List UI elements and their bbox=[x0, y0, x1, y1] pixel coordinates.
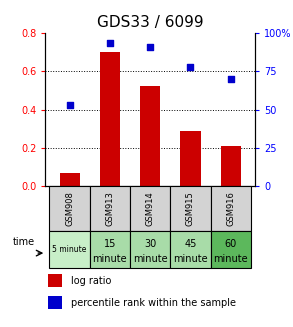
Text: 30: 30 bbox=[144, 239, 156, 249]
Bar bbox=[170, 186, 211, 231]
Bar bbox=[50, 186, 90, 231]
Point bbox=[188, 64, 193, 69]
Bar bbox=[130, 231, 170, 268]
Bar bbox=[90, 231, 130, 268]
Bar bbox=[47, 274, 62, 287]
Bar bbox=[130, 186, 170, 231]
Bar bbox=[100, 52, 120, 186]
Point bbox=[108, 41, 112, 46]
Bar bbox=[140, 86, 160, 186]
Text: 60: 60 bbox=[225, 239, 237, 249]
Bar bbox=[47, 296, 62, 309]
Text: minute: minute bbox=[173, 254, 208, 264]
Bar bbox=[211, 186, 251, 231]
Bar bbox=[180, 131, 200, 186]
Text: GSM913: GSM913 bbox=[105, 191, 114, 226]
Text: GSM914: GSM914 bbox=[146, 191, 155, 226]
Text: minute: minute bbox=[213, 254, 248, 264]
Bar bbox=[50, 231, 90, 268]
Point bbox=[148, 44, 153, 49]
Point bbox=[67, 102, 72, 108]
Point bbox=[229, 76, 233, 81]
Text: GSM916: GSM916 bbox=[226, 191, 235, 226]
Title: GDS33 / 6099: GDS33 / 6099 bbox=[97, 15, 203, 30]
Text: log ratio: log ratio bbox=[71, 276, 111, 285]
Bar bbox=[221, 146, 241, 186]
Text: GSM915: GSM915 bbox=[186, 191, 195, 226]
Text: minute: minute bbox=[93, 254, 127, 264]
Text: minute: minute bbox=[133, 254, 168, 264]
Text: percentile rank within the sample: percentile rank within the sample bbox=[71, 298, 236, 308]
Text: 45: 45 bbox=[184, 239, 197, 249]
Bar bbox=[90, 186, 130, 231]
Bar bbox=[59, 173, 80, 186]
Text: 15: 15 bbox=[104, 239, 116, 249]
Text: time: time bbox=[13, 237, 35, 247]
Bar bbox=[170, 231, 211, 268]
Text: GSM908: GSM908 bbox=[65, 191, 74, 226]
Bar bbox=[211, 231, 251, 268]
Text: 5 minute: 5 minute bbox=[52, 245, 87, 254]
